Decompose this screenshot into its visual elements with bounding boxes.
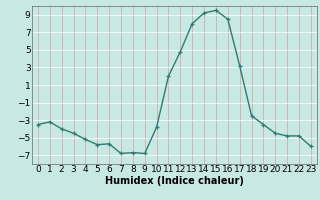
X-axis label: Humidex (Indice chaleur): Humidex (Indice chaleur)	[105, 176, 244, 186]
